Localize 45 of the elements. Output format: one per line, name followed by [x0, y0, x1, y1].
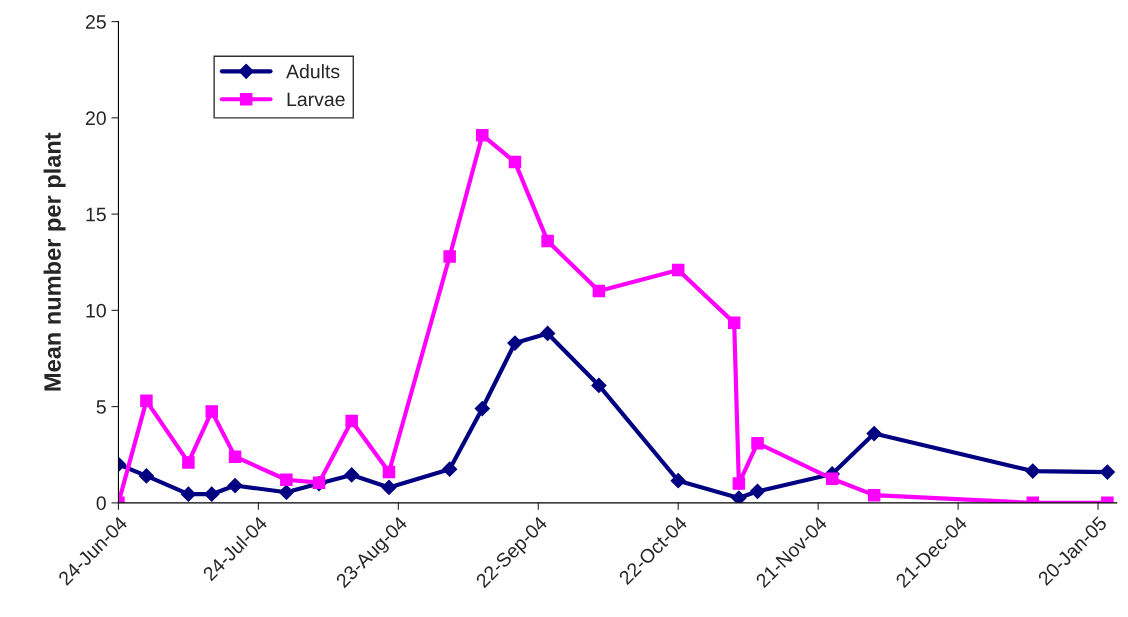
point	[540, 325, 556, 342]
point	[182, 456, 195, 469]
legend-label: Larvae	[287, 92, 345, 107]
point	[227, 477, 243, 494]
point	[345, 414, 358, 428]
point	[731, 490, 747, 503]
point	[138, 468, 154, 484]
y-tick-label: 5	[96, 400, 106, 414]
point	[474, 400, 490, 417]
point	[541, 234, 554, 248]
point	[867, 488, 881, 502]
point	[381, 479, 397, 496]
y-tick-label: 10	[86, 303, 106, 318]
y-tick-label: 20	[85, 111, 106, 126]
y-tick-label: 15	[86, 207, 106, 222]
point	[727, 316, 741, 330]
point	[508, 155, 522, 169]
point	[825, 472, 839, 486]
point	[228, 450, 242, 463]
point	[443, 250, 456, 263]
point	[442, 461, 458, 477]
point	[205, 405, 218, 418]
point	[140, 394, 153, 408]
y-tick-label: 0	[96, 496, 106, 511]
y-axis-title: Mean number per plant	[43, 132, 66, 391]
y-tick-label: 25	[85, 15, 106, 29]
point	[592, 284, 606, 298]
point	[204, 486, 220, 502]
point	[751, 436, 764, 450]
point	[382, 465, 396, 479]
point	[476, 128, 489, 142]
point	[1025, 463, 1041, 479]
point	[591, 377, 607, 393]
point	[670, 473, 686, 489]
point	[732, 477, 746, 490]
point	[671, 263, 685, 277]
legend-label: Adults	[286, 64, 340, 79]
point	[344, 467, 360, 483]
point	[278, 484, 294, 500]
point	[280, 473, 293, 487]
point	[180, 486, 196, 502]
point	[1099, 464, 1115, 480]
point	[866, 425, 882, 442]
point	[507, 335, 523, 351]
point	[749, 483, 766, 499]
